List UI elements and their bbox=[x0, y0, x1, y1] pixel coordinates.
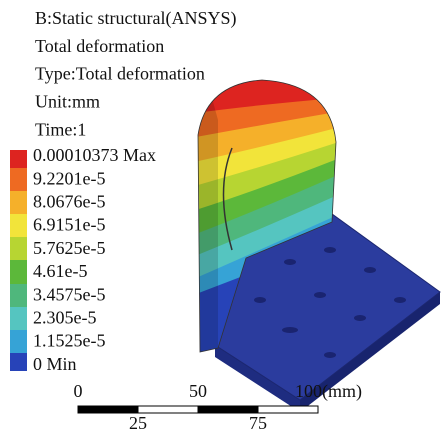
header-line: Unit:mm bbox=[35, 92, 100, 112]
header-line: Total deformation bbox=[35, 36, 164, 56]
header-line: Type:Total deformation bbox=[35, 64, 205, 84]
legend-label: 3.4575e-5 bbox=[33, 284, 105, 304]
legend-label: 0 Min bbox=[33, 354, 77, 374]
legend-label: 0.00010373 Max bbox=[33, 145, 156, 165]
scale-label: 100(mm) bbox=[295, 381, 362, 402]
legend-label: 2.305e-5 bbox=[33, 308, 96, 328]
legend-label: 9.2201e-5 bbox=[33, 168, 105, 188]
legend-label: 8.0676e-5 bbox=[33, 192, 105, 212]
scale-bar bbox=[78, 406, 318, 413]
scale-label: 50 bbox=[189, 381, 207, 401]
scale-label: 25 bbox=[129, 413, 147, 433]
ansys-screenshot: B:Static structural(ANSYS) Total deformat… bbox=[0, 0, 446, 434]
legend-scale bbox=[10, 150, 27, 371]
scale-label: 75 bbox=[249, 413, 267, 433]
legend-label: 1.1525e-5 bbox=[33, 331, 105, 351]
legend-label: 6.9151e-5 bbox=[33, 215, 105, 235]
scale-label: 0 bbox=[74, 381, 83, 401]
header-line: B:Static structural(ANSYS) bbox=[35, 8, 236, 29]
legend-label: 5.7625e-5 bbox=[33, 238, 105, 258]
header-line: Time:1 bbox=[35, 119, 86, 139]
legend-label: 4.61e-5 bbox=[33, 261, 87, 281]
model bbox=[180, 60, 440, 412]
